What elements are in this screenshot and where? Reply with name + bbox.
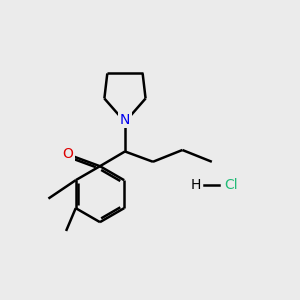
Text: Cl: Cl	[224, 178, 238, 192]
Text: N: N	[120, 113, 130, 127]
Text: O: O	[62, 147, 73, 161]
Text: H: H	[190, 178, 201, 192]
